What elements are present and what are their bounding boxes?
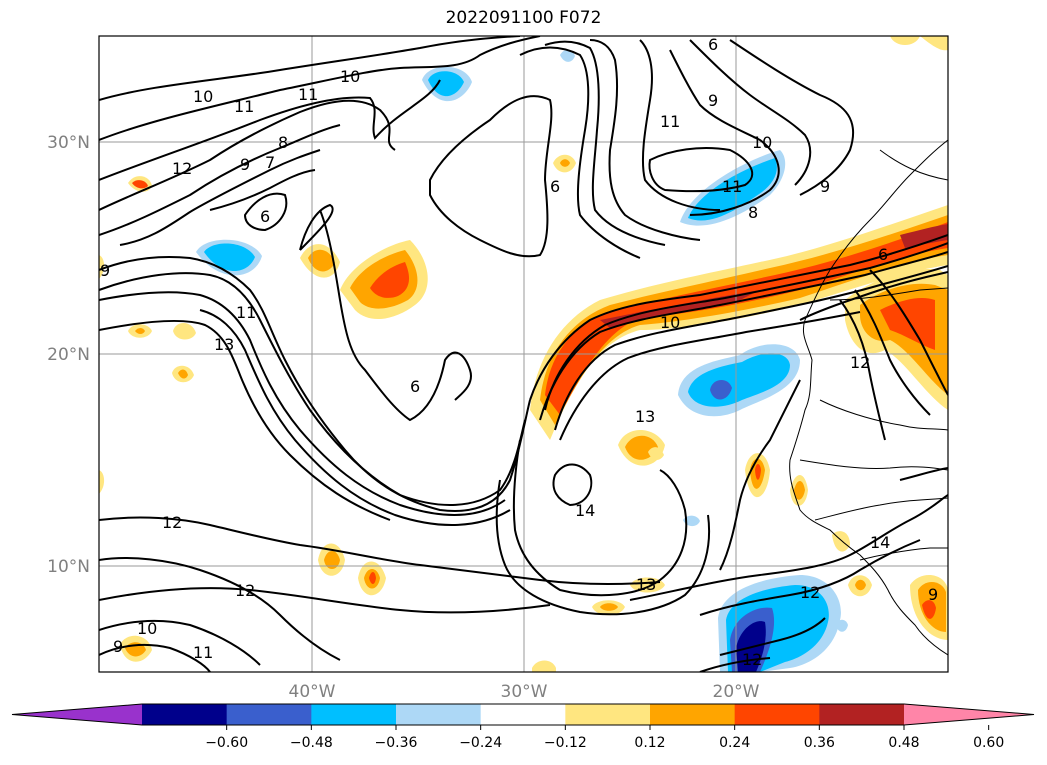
colorbar-extend-min <box>12 704 142 725</box>
contour-label: 12 <box>235 581 255 600</box>
contour-label: 12 <box>800 583 820 602</box>
contour-label: 13 <box>635 407 655 426</box>
colorbar-extend-max <box>904 704 1034 725</box>
contour-label: 6 <box>878 245 888 264</box>
contour-label: 10 <box>193 87 213 106</box>
contour-label: 8 <box>748 203 758 222</box>
contour-label: 6 <box>260 207 270 226</box>
colorbar-tick-label: −0.36 <box>375 735 418 751</box>
colorbar-outline <box>11 703 1035 726</box>
colorbar-tick-label: −0.48 <box>290 735 333 751</box>
colorbar-tick-label: 0.48 <box>888 735 919 751</box>
colorbar-swatch <box>819 704 905 725</box>
contour-label: 11 <box>660 112 680 131</box>
contour-label: 10 <box>137 619 157 638</box>
contour-label: 6 <box>708 35 718 54</box>
colorbar-tick-label: −0.12 <box>544 735 587 751</box>
colorbar-tick-label: −0.24 <box>459 735 502 751</box>
colorbar-tick-label: 0.36 <box>804 735 835 751</box>
coastline <box>789 139 948 656</box>
contour-label: 10 <box>752 133 772 152</box>
contour-label: 8 <box>278 133 288 152</box>
colorbar-tick-label: 0.24 <box>719 735 750 751</box>
colorbar-swatch <box>226 704 312 725</box>
contour-label: 9 <box>928 585 938 604</box>
colorbar-swatch <box>142 704 228 725</box>
contour-label: 10 <box>660 313 680 332</box>
contour-label: 9 <box>113 637 123 656</box>
contour-label: 11 <box>193 643 213 662</box>
colorbar-tick-label: 0.12 <box>634 735 665 751</box>
shaded-anomalies <box>99 36 948 672</box>
lon-label-30w: 30°W <box>501 682 548 702</box>
contour-label: 13 <box>214 335 234 354</box>
contour-label: 13 <box>636 575 656 594</box>
colorbar-swatch <box>650 704 736 725</box>
map-frame <box>98 35 949 673</box>
contour-label: 12 <box>162 513 182 532</box>
contour-label: 11 <box>236 303 256 322</box>
contour-label: 14 <box>870 533 890 552</box>
contour-lines <box>99 36 948 672</box>
colorbar-swatch <box>565 704 651 725</box>
contour-label: 9 <box>708 91 718 110</box>
page-title: 2022091100 F072 <box>445 8 602 28</box>
lat-label-30n: 30°N <box>47 133 90 153</box>
contour-label: 12 <box>850 353 870 372</box>
map-area: 10 11 11 10 9 7 8 12 6 6 6 11 9 10 11 8 … <box>99 35 948 672</box>
contour-label: 10 <box>340 67 360 86</box>
colorbar: −0.60 −0.48 −0.36 −0.24 −0.12 0.12 0.24 0.36 0.4… <box>11 703 1035 751</box>
contour-label: 9 <box>100 261 110 280</box>
colorbar-swatch <box>311 704 397 725</box>
lat-label-20n: 20°N <box>47 345 90 365</box>
lon-label-20w: 20°W <box>713 682 760 702</box>
contour-label: 11 <box>234 97 254 116</box>
contour-label: 6 <box>550 177 560 196</box>
contour-label: 12 <box>172 159 192 178</box>
contour-label: 12 <box>742 650 762 669</box>
contour-label: 11 <box>298 85 318 104</box>
colorbar-tick-label: 0.60 <box>973 735 1004 751</box>
contour-label: 9 <box>240 155 250 174</box>
contour-labels: 10 11 11 10 9 7 8 12 6 6 6 11 9 10 11 8 … <box>100 35 938 669</box>
colorbar-tick-label: −0.60 <box>205 735 248 751</box>
lon-label-40w: 40°W <box>289 682 336 702</box>
colorbar-swatch <box>396 704 482 725</box>
contour-label: 7 <box>265 153 275 172</box>
colorbar-swatch <box>480 704 566 725</box>
contour-label: 14 <box>575 501 595 520</box>
contour-label: 9 <box>820 177 830 196</box>
contour-label: 11 <box>722 177 742 196</box>
lat-label-10n: 10°N <box>47 557 90 577</box>
colorbar-swatch <box>734 704 820 725</box>
contour-label: 6 <box>410 377 420 396</box>
graticule <box>99 36 948 672</box>
